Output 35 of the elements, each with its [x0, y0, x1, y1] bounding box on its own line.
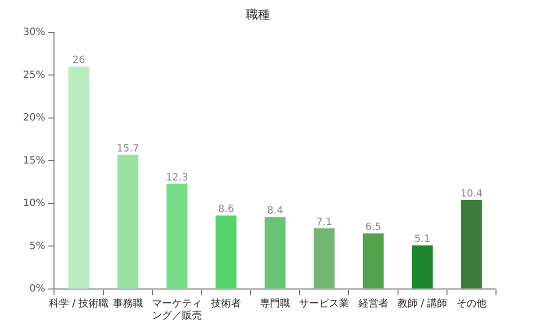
data-label: 12.3: [166, 172, 188, 184]
x-tick-label: 科学 / 技術職: [48, 298, 109, 310]
bar: [412, 245, 433, 288]
data-label: 8.4: [267, 206, 284, 217]
data-label: 26: [72, 55, 86, 66]
y-tick-label: 20%: [22, 112, 46, 124]
bar: [68, 66, 90, 288]
bar: [264, 217, 286, 288]
data-label: 6.5: [365, 222, 382, 233]
y-tick-label: 30%: [22, 26, 46, 38]
x-tick-label: 専門職: [260, 298, 290, 310]
bar: [461, 200, 482, 288]
x-tick-label: 教師 / 講師: [398, 298, 448, 310]
bar: [314, 228, 335, 288]
data-label: 7.1: [316, 216, 332, 228]
bar: [117, 154, 138, 288]
y-tick-label: 15%: [22, 155, 46, 166]
data-label: 5.1: [414, 234, 430, 245]
x-tick-label: 事務職: [112, 298, 143, 310]
y-tick-label: 5%: [29, 240, 46, 252]
chart-title: 職種: [246, 7, 270, 22]
y-tick-label: 0%: [29, 284, 46, 295]
x-tick-label: その他: [456, 298, 486, 310]
y-tick-label: 10%: [22, 198, 46, 210]
x-tick-label: マーケティング／販売: [152, 298, 202, 322]
bar: [166, 184, 188, 288]
data-label: 10.4: [460, 188, 483, 200]
x-tick-label: サービス業: [299, 298, 350, 310]
data-label: 8.6: [218, 204, 234, 216]
x-tick-label: 経営者: [357, 298, 388, 310]
x-tick-label: 技術者: [210, 298, 242, 310]
y-tick-label: 25%: [22, 70, 46, 81]
bar: [216, 215, 236, 288]
data-label: 15.7: [116, 143, 139, 154]
bar: [362, 233, 384, 288]
